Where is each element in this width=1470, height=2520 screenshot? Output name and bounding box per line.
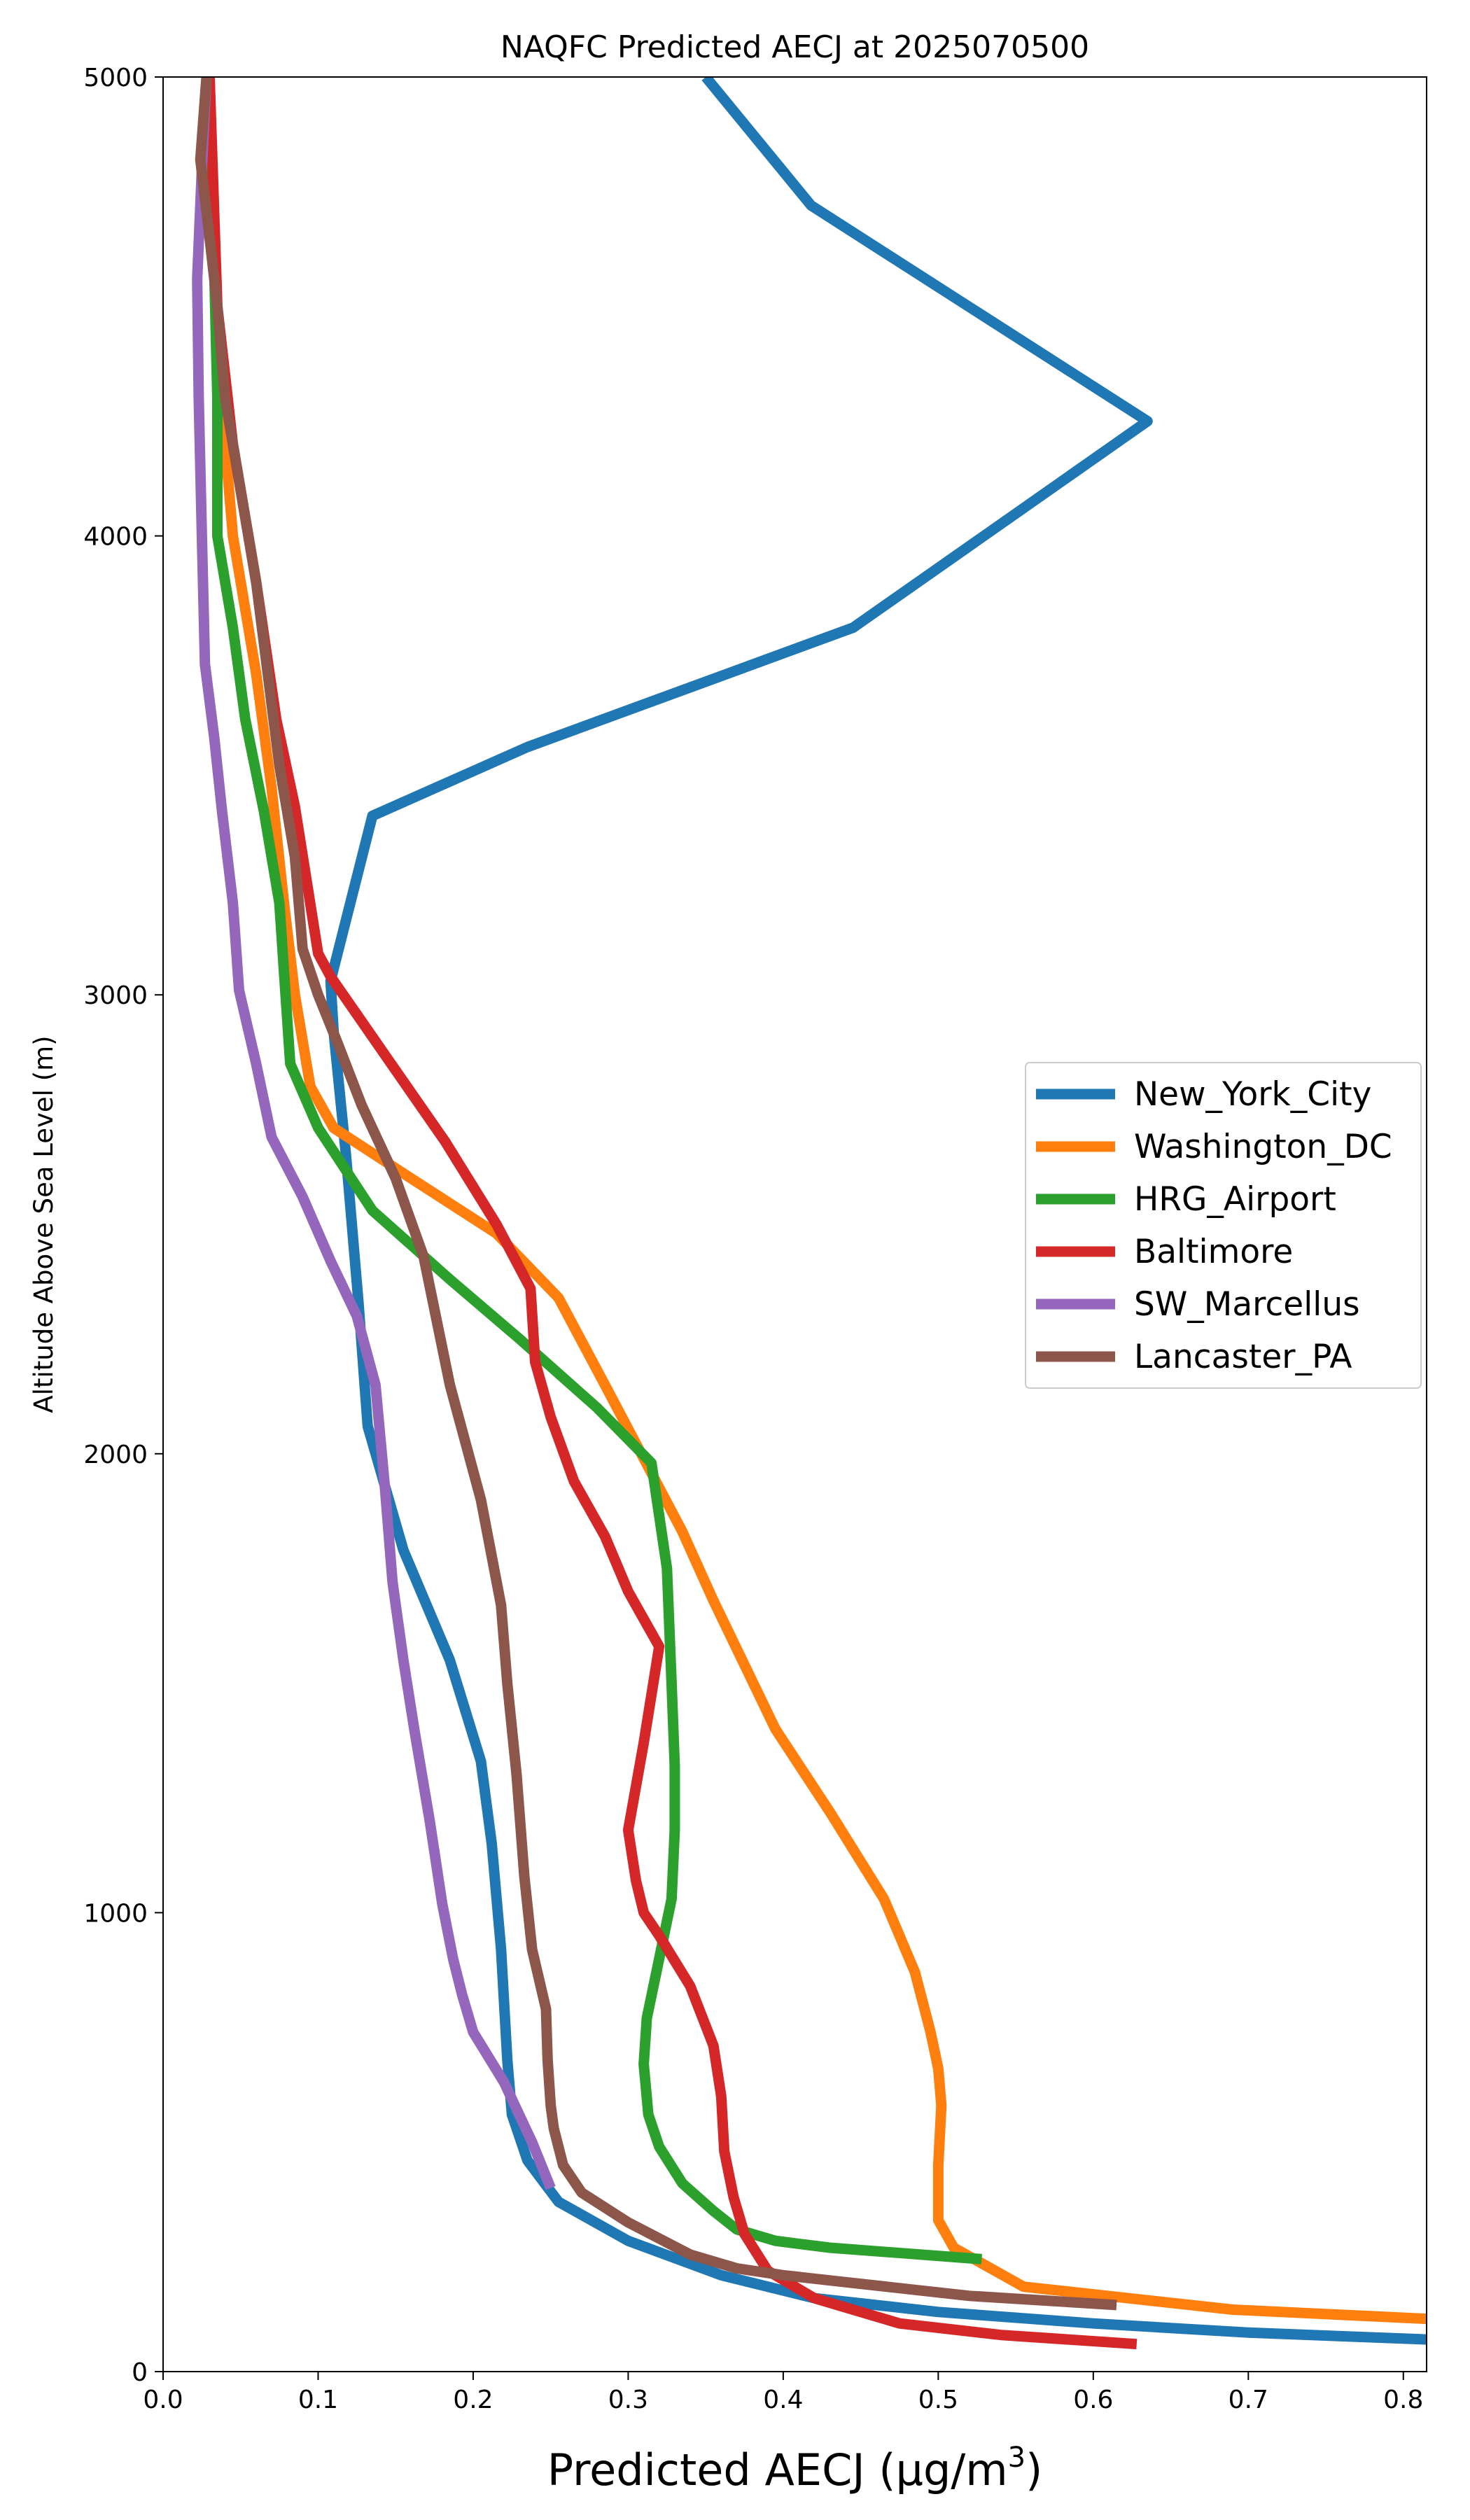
series-line-washington-dc xyxy=(204,77,1427,2325)
ticks-layer: 0.0 0.1 0.2 0.3 0.4 0.5 0.6 0.7 0.8 0 1000 2000 3000… xyxy=(83,64,1423,2414)
legend-label: HRG_Airport xyxy=(1134,1180,1336,1219)
legend-label: Lancaster_PA xyxy=(1134,1338,1352,1376)
y-axis-label: Altitude Above Sea Level (m) xyxy=(29,1035,59,1413)
legend-box xyxy=(1025,1062,1422,1389)
series-line-new-york-city xyxy=(325,77,1427,2345)
x-axis-label-superscript: 3 xyxy=(1008,2442,1026,2474)
x-tick-label: 0.6 xyxy=(1073,2386,1113,2414)
y-tick-label: 5000 xyxy=(83,64,148,92)
x-tick-label: 0.2 xyxy=(453,2386,493,2414)
x-axis-label: Predicted AECJ (μg/m3) xyxy=(547,2442,1043,2496)
y-tick-label: 0 xyxy=(132,2358,148,2387)
chart-title: NAQFC Predicted AECJ at 2025070500 xyxy=(500,29,1089,65)
y-tick-label: 4000 xyxy=(83,523,148,552)
y-tick-label: 2000 xyxy=(83,1441,148,1469)
series-line-lancaster-pa xyxy=(195,77,1117,2311)
legend-item-new-york-city: New_York_City xyxy=(1036,1075,1371,1114)
legend-item-lancaster-pa: Lancaster_PA xyxy=(1036,1338,1352,1376)
legend-item-sw-marcellus: SW_Marcellus xyxy=(1036,1285,1360,1324)
series-layer xyxy=(192,77,1427,2350)
legend-item-baltimore: Baltimore xyxy=(1036,1233,1293,1271)
x-tick-label: 0.4 xyxy=(763,2386,803,2414)
x-tick-label: 0.5 xyxy=(918,2386,958,2414)
x-tick-label: 0.3 xyxy=(608,2386,648,2414)
legend-label: Baltimore xyxy=(1134,1233,1293,1271)
x-axis-label-close: ) xyxy=(1026,2444,1042,2496)
legend: New_York_City Washington_DC HRG_Airport Bal… xyxy=(1025,1062,1422,1389)
x-tick-label: 0.7 xyxy=(1228,2386,1268,2414)
legend-item-washington-dc: Washington_DC xyxy=(1036,1128,1392,1166)
y-tick-label: 1000 xyxy=(83,1899,148,1928)
legend-label: Washington_DC xyxy=(1134,1128,1392,1166)
x-tick-label: 0.8 xyxy=(1383,2386,1423,2414)
y-tick-label: 3000 xyxy=(83,981,148,1010)
x-tick-label: 0.1 xyxy=(298,2386,338,2414)
x-tick-label: 0.0 xyxy=(143,2386,183,2414)
x-axis-label-main: Predicted AECJ (μg/m xyxy=(547,2444,1008,2496)
series-line-sw-marcellus xyxy=(192,77,556,2190)
legend-label: SW_Marcellus xyxy=(1134,1285,1360,1324)
series-line-baltimore xyxy=(204,77,1138,2350)
legend-label: New_York_City xyxy=(1134,1075,1371,1114)
plot-frame xyxy=(162,76,1427,2372)
series-line-hrg-airport xyxy=(204,77,982,2264)
legend-item-hrg-airport: HRG_Airport xyxy=(1036,1180,1336,1219)
